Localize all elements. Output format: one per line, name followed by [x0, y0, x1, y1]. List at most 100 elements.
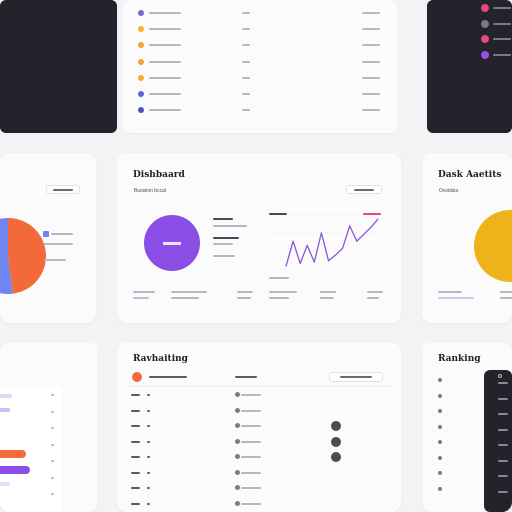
- list-item-value: [242, 12, 250, 14]
- right-footer-stat: [438, 291, 462, 293]
- dashboard-line-chart: [272, 214, 382, 270]
- right-footer-stat: [438, 297, 474, 299]
- top-right-dark-panel: [427, 0, 512, 133]
- footer-stat: [320, 297, 334, 299]
- list-item[interactable]: [122, 74, 398, 85]
- ranking-rank: [131, 471, 140, 474]
- ranking-icon: [235, 438, 240, 444]
- ranking-index: [147, 409, 150, 412]
- ranking-row[interactable]: [117, 421, 401, 433]
- ranking-row[interactable]: [117, 436, 401, 449]
- list-item-name: [149, 44, 181, 47]
- dark-list-label: [493, 7, 511, 9]
- list-item-amount: [362, 109, 380, 112]
- ranking-header-label: [235, 376, 257, 378]
- ranking-index: [147, 425, 150, 427]
- ranking-icon: [235, 423, 240, 428]
- list-item[interactable]: [122, 42, 398, 52]
- list-item-value: [242, 109, 250, 112]
- ranking-header-divider: [127, 386, 391, 387]
- list-item[interactable]: [122, 10, 398, 20]
- list-item-avatar: [138, 107, 144, 114]
- ranking-icon: [235, 469, 240, 475]
- list-item[interactable]: [122, 91, 398, 101]
- ranking-row-marker: [438, 471, 442, 475]
- list-item-avatar: [138, 91, 144, 97]
- row-indicator: [51, 493, 54, 495]
- list-item[interactable]: [122, 107, 398, 117]
- ranking-rank: [131, 409, 140, 412]
- ranking-row[interactable]: [117, 452, 401, 464]
- bar-indicator: [0, 408, 10, 412]
- line-chart-point: [370, 226, 372, 228]
- dark-row-icon: [498, 374, 502, 378]
- ranking-row[interactable]: [117, 406, 401, 418]
- bottom-right-dark-panel: [484, 370, 512, 512]
- donut-legend-label: [213, 218, 233, 220]
- list-item-avatar: [138, 42, 144, 49]
- list-item-value: [242, 44, 250, 47]
- left-pie-card: [0, 153, 96, 323]
- footer-stat: [237, 297, 251, 299]
- line-chart-point: [349, 225, 351, 227]
- ranking-card: Ravhaiting: [117, 342, 401, 512]
- line-chart-label: [363, 213, 381, 215]
- ranking-filter-button[interactable]: [329, 372, 383, 382]
- line-chart-point: [377, 218, 379, 220]
- donut-legend-label: [213, 237, 239, 239]
- left-pie-slice: [8, 218, 47, 294]
- ranking-label: [241, 471, 261, 474]
- donut-legend-label: [213, 243, 233, 245]
- dark-list-item[interactable]: [427, 35, 512, 45]
- list-item-avatar: [138, 10, 144, 16]
- dark-list-avatar: [481, 50, 489, 59]
- footer-stat: [320, 291, 336, 293]
- list-item-avatar: [138, 58, 144, 65]
- list-item[interactable]: [122, 26, 398, 36]
- list-item-amount: [362, 44, 380, 47]
- ranking-header-avatar: [132, 372, 142, 382]
- ranking-status[interactable]: [331, 436, 341, 447]
- ranking-index: [147, 471, 150, 474]
- list-item-value: [242, 76, 250, 79]
- ranking-icon: [235, 485, 240, 490]
- list-item-value: [242, 60, 250, 63]
- bar-indicator: [0, 394, 12, 398]
- left-filter-button[interactable]: [46, 185, 80, 194]
- ranking-row[interactable]: [117, 499, 401, 511]
- ranking-label: [241, 456, 261, 458]
- list-item-amount: [362, 28, 380, 31]
- left-pie-chart: [0, 218, 47, 294]
- dark-list-label: [493, 22, 511, 25]
- right-card-subtitle: Ovsidsia: [439, 188, 459, 194]
- right-pie-chart: [474, 210, 512, 282]
- footer-stat: [171, 297, 199, 299]
- ranking-status[interactable]: [331, 421, 341, 431]
- list-item-avatar: [138, 74, 144, 81]
- footer-stat: [367, 291, 383, 293]
- left-pie-slice: [0, 218, 13, 294]
- dark-list-item[interactable]: [427, 19, 512, 30]
- footer-stat: [133, 291, 155, 293]
- list-item-amount: [362, 76, 380, 79]
- ranking-row-marker: [438, 378, 442, 382]
- footer-stat: [269, 291, 297, 293]
- ranking-row[interactable]: [117, 390, 401, 402]
- ranking-status[interactable]: [331, 452, 341, 462]
- ranking-header-label: [149, 376, 187, 378]
- legend-label: [43, 243, 73, 245]
- dashboard-filter-button[interactable]: [346, 185, 382, 194]
- list-item-name: [149, 60, 181, 63]
- dark-list-item[interactable]: [427, 50, 512, 61]
- line-chart-point: [335, 254, 336, 256]
- line-chart-point: [363, 233, 365, 235]
- dashboard-subtitle: Bussiion bccal: [134, 188, 166, 194]
- dark-list-item[interactable]: [427, 4, 512, 14]
- ranking-row[interactable]: [117, 468, 401, 480]
- list-item-amount: [362, 12, 380, 14]
- ranking-icon: [235, 500, 240, 506]
- ranking-label: [241, 502, 261, 505]
- list-item[interactable]: [122, 58, 398, 69]
- ranking-row[interactable]: [117, 483, 401, 495]
- ranking-icon: [235, 392, 240, 397]
